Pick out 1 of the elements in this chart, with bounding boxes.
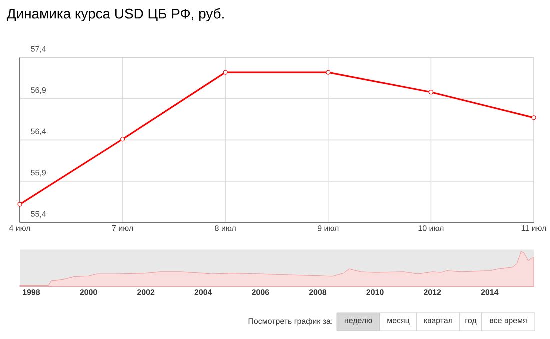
- chart-title: Динамика курса USD ЦБ РФ, руб.: [6, 8, 224, 22]
